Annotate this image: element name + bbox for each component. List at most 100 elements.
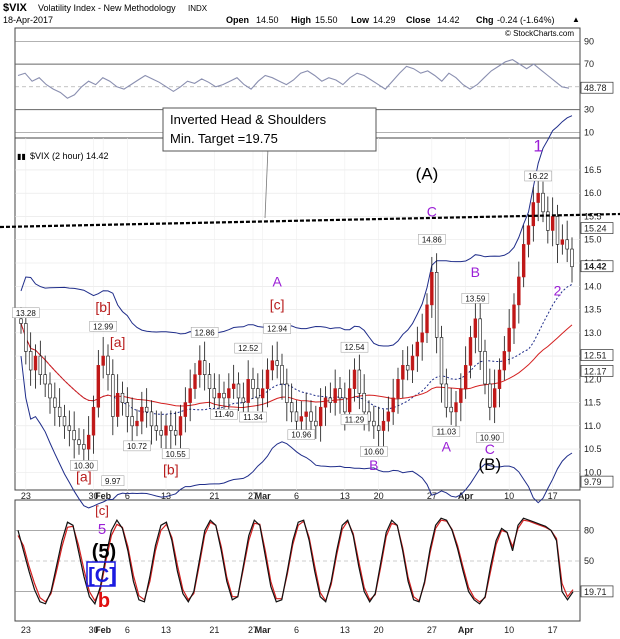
price-candle: [434, 253, 439, 354]
price-candle: [314, 405, 318, 439]
price-label: 10.72: [127, 442, 148, 451]
price-label: 12.86: [195, 328, 216, 337]
price-label: 13.28: [16, 309, 37, 318]
x-tick-label: 6: [294, 491, 299, 501]
price-label-box: [190, 327, 219, 338]
candle-body: [497, 369, 502, 389]
price-flag: [580, 365, 614, 377]
x-tick-label: Feb: [95, 491, 112, 501]
rsi-tick-label: 30: [584, 105, 594, 115]
candle-body: [217, 392, 221, 399]
candle-body: [149, 411, 154, 427]
price-candle: [454, 390, 458, 428]
x-tick-label: 23: [21, 491, 31, 501]
candle-body: [570, 248, 574, 268]
price-label-box: [432, 426, 461, 437]
price-candle: [188, 369, 192, 422]
candle-body: [560, 239, 565, 245]
candle-body: [236, 383, 241, 399]
stoch-panel-frame: [14, 499, 581, 622]
candle-body: [415, 341, 420, 357]
price-label-box: [12, 307, 40, 319]
candle-body: [517, 276, 521, 306]
candle-body: [478, 318, 482, 352]
stoch-signal-line: [17, 519, 574, 603]
price-candle: [120, 381, 125, 416]
price-candle: [502, 336, 507, 381]
rsi-tick-label: 10: [584, 127, 594, 137]
candle-body: [352, 369, 357, 389]
chevron-up-icon[interactable]: ▲: [572, 15, 580, 24]
price-candle: [164, 414, 168, 451]
candle-body: [546, 211, 550, 231]
stoch-x-tick-label: 23: [21, 625, 31, 635]
price-candle: [328, 382, 333, 413]
rsi-tick-label: 90: [584, 36, 594, 46]
candle-body: [169, 425, 173, 431]
wave-label: A: [272, 273, 282, 289]
candle-body: [333, 388, 337, 403]
price-candle: [178, 404, 183, 449]
price-candle: [130, 397, 134, 445]
price-candle: [415, 326, 420, 372]
candle-body: [62, 416, 67, 427]
price-candle: [473, 303, 478, 354]
stoch-x-tick-label: 6: [125, 625, 130, 635]
candle-body: [270, 360, 275, 371]
candle-body: [531, 202, 536, 227]
candle-body: [555, 216, 560, 245]
price-candle: [202, 341, 207, 391]
price-candle: [86, 416, 91, 465]
candle-body: [343, 397, 347, 413]
wave-label: [c]: [270, 297, 285, 313]
price-candle: [115, 374, 120, 427]
open-label: Open: [226, 15, 249, 25]
price-candle: [173, 411, 178, 446]
candle-body: [323, 397, 328, 408]
candle-body: [38, 355, 43, 375]
stoch-x-tick-label: 13: [340, 625, 350, 635]
x-tick-label: 27: [427, 491, 437, 501]
candle-body: [183, 402, 188, 417]
candle-body: [401, 365, 405, 380]
stoch-tick-label: 80: [584, 525, 594, 535]
candle-body: [173, 430, 178, 436]
price-candle: [38, 340, 43, 385]
price-candle: [265, 358, 270, 408]
chart-exchange: INDX: [188, 4, 208, 13]
candle-body: [280, 365, 284, 385]
rsi-last-flag: [580, 81, 614, 94]
candle-body: [159, 430, 163, 436]
price-candle: [28, 332, 33, 386]
candle-body: [198, 360, 202, 375]
price-candle: [309, 400, 313, 432]
candle-body: [468, 337, 473, 366]
price-candle: [280, 353, 284, 400]
candle-body: [507, 327, 511, 352]
price-candle: [444, 368, 449, 418]
price-candle: [357, 354, 362, 410]
price-candle: [183, 387, 188, 433]
wave-label: A: [442, 438, 452, 454]
price-label-box: [524, 170, 552, 182]
price-label: 11.29: [345, 415, 365, 424]
stoch-x-tick-label: 17: [548, 625, 558, 635]
candle-body: [338, 388, 342, 399]
stoch-x-tick-label: Feb: [95, 625, 112, 635]
price-candle: [430, 256, 434, 318]
wave-label: (B): [478, 455, 501, 474]
candle-body: [372, 420, 376, 427]
price-candle: [570, 237, 574, 283]
price-candle: [193, 363, 197, 399]
x-tick-label: 6: [125, 491, 130, 501]
price-tick-label: 10.5: [584, 444, 602, 454]
price-label-box: [360, 446, 388, 457]
candle-body: [207, 374, 212, 389]
stoch-last-flag: [580, 585, 614, 598]
candle-body: [246, 379, 250, 403]
wave-label: 2: [554, 283, 562, 299]
price-candle: [106, 344, 110, 391]
price-panel-title: $VIX (2 hour) 14.42: [30, 151, 109, 161]
candle-body: [251, 379, 255, 389]
price-tick-label: 16.0: [584, 188, 602, 198]
